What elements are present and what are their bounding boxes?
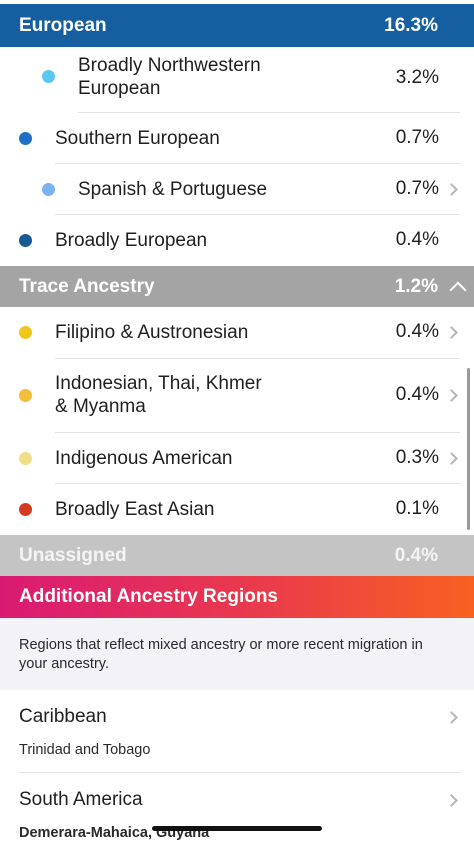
row-spanish-portuguese[interactable]: Spanish & Portuguese 0.7% bbox=[0, 164, 474, 214]
divider bbox=[55, 358, 460, 359]
divider bbox=[78, 112, 460, 113]
row-value: 0.4% bbox=[395, 229, 439, 250]
divider bbox=[55, 483, 460, 484]
divider bbox=[55, 432, 460, 433]
row-indigenous-american[interactable]: Indigenous American 0.3% bbox=[0, 433, 474, 483]
row-broadly-european[interactable]: Broadly European 0.4% bbox=[0, 215, 474, 266]
row-label: Broadly Northwestern European bbox=[78, 54, 261, 100]
color-dot bbox=[19, 326, 32, 339]
european-header[interactable]: European 16.3% bbox=[0, 4, 474, 47]
divider bbox=[55, 163, 460, 164]
color-dot bbox=[19, 389, 32, 402]
row-value: 3.2% bbox=[395, 67, 439, 88]
color-dot bbox=[19, 132, 32, 145]
european-percent: 16.3% bbox=[384, 14, 438, 36]
trace-ancestry-header[interactable]: Trace Ancestry 1.2% bbox=[0, 266, 474, 307]
region-item-caribbean[interactable]: Caribbean Trinidad and Tobago bbox=[0, 690, 474, 772]
scrollbar[interactable] bbox=[467, 368, 470, 530]
trace-percent: 1.2% bbox=[394, 275, 438, 297]
chevron-right-icon bbox=[445, 326, 458, 339]
row-label: Filipino & Austronesian bbox=[55, 322, 249, 343]
row-label-line1: Indonesian, Thai, Khmer bbox=[55, 373, 262, 394]
unassigned-header: Unassigned 0.4% bbox=[0, 535, 474, 576]
color-dot bbox=[42, 183, 55, 196]
chevron-right-icon bbox=[445, 389, 458, 402]
color-dot bbox=[42, 70, 55, 83]
row-label: Southern European bbox=[55, 128, 220, 149]
additional-title: Additional Ancestry Regions bbox=[19, 586, 278, 607]
chevron-right-icon bbox=[445, 183, 458, 196]
row-label: Spanish & Portuguese bbox=[78, 179, 268, 200]
row-value: 0.1% bbox=[395, 498, 439, 519]
row-label: Indigenous American bbox=[55, 448, 233, 469]
row-label: Indonesian, Thai, Khmer & Myanma bbox=[55, 372, 262, 418]
row-broadly-northwestern-european[interactable]: Broadly Northwestern European 3.2% bbox=[0, 47, 474, 112]
additional-description: Regions that reflect mixed ancestry or m… bbox=[0, 618, 474, 690]
row-value: 0.3% bbox=[395, 447, 439, 468]
divider bbox=[55, 214, 460, 215]
row-label: Broadly East Asian bbox=[55, 499, 215, 520]
divider bbox=[19, 772, 460, 773]
row-broadly-east-asian[interactable]: Broadly East Asian 0.1% bbox=[0, 484, 474, 535]
row-label: Broadly European bbox=[55, 230, 208, 251]
row-value: 0.4% bbox=[395, 321, 439, 342]
unassigned-percent: 0.4% bbox=[394, 544, 438, 566]
trace-label: Trace Ancestry bbox=[19, 275, 155, 297]
row-indonesian-thai-khmer[interactable]: Indonesian, Thai, Khmer & Myanma 0.4% bbox=[0, 359, 474, 432]
chevron-up-icon[interactable] bbox=[449, 281, 467, 298]
row-filipino-austronesian[interactable]: Filipino & Austronesian 0.4% bbox=[0, 307, 474, 358]
additional-regions-header: Additional Ancestry Regions bbox=[0, 576, 474, 618]
row-label-line2: European bbox=[78, 78, 161, 99]
color-dot bbox=[19, 452, 32, 465]
color-dot bbox=[19, 234, 32, 247]
chevron-right-icon bbox=[445, 711, 458, 724]
row-southern-european[interactable]: Southern European 0.7% bbox=[0, 113, 474, 163]
row-value: 0.7% bbox=[395, 178, 439, 199]
row-value: 0.7% bbox=[395, 127, 439, 148]
region-title: South America bbox=[19, 789, 143, 810]
unassigned-label: Unassigned bbox=[19, 544, 127, 566]
region-item-south-america[interactable]: South America Demerara-Mahaica, Guyana bbox=[0, 773, 474, 842]
chevron-right-icon bbox=[445, 452, 458, 465]
chevron-right-icon bbox=[445, 794, 458, 807]
row-label-line2: & Myanma bbox=[55, 396, 146, 417]
region-title: Caribbean bbox=[19, 706, 107, 727]
row-label-line1: Broadly Northwestern bbox=[78, 55, 261, 76]
color-dot bbox=[19, 503, 32, 516]
region-subtitle: Trinidad and Tobago bbox=[19, 742, 151, 758]
european-label: European bbox=[19, 14, 107, 36]
row-value: 0.4% bbox=[395, 384, 439, 405]
home-indicator[interactable] bbox=[152, 826, 322, 831]
